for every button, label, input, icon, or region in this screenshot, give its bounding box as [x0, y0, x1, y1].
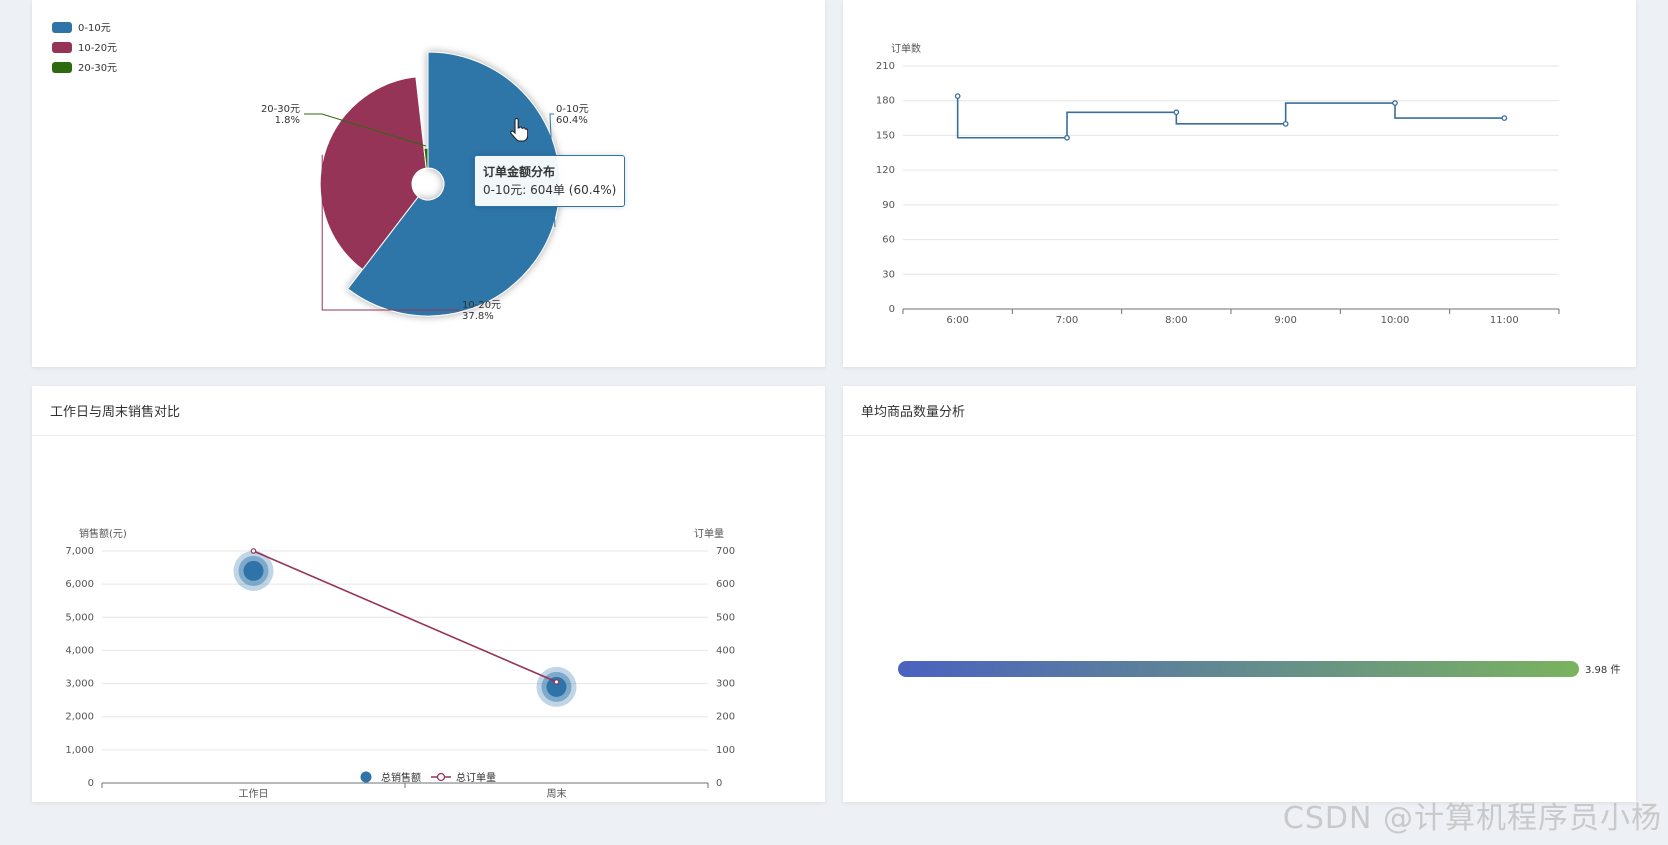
avg-card-title: 单均商品数量分析 [843, 386, 1636, 436]
weekday-ytick-1: 1,000 [65, 745, 94, 756]
sales-point-0 [243, 560, 264, 581]
step-xtick-5: 11:00 [1490, 315, 1519, 326]
weekday-xtick-1: 周末 [547, 787, 567, 800]
order-amount-distribution-card: 0-10元 10-20元 20-30元 0-10元 60.4% 10-20元 37.8% 20… [32, 0, 825, 367]
pie-label-pct-2: 1.8% [275, 115, 300, 126]
hourly-orders-card: 订单数 0 30 60 90 120 150 180 210 6:00 7:00 8:00 9:00 10… [843, 0, 1636, 367]
weekday-y2label: 订单量 [694, 528, 724, 540]
step-xtick-0: 6:00 [946, 315, 968, 326]
tooltip-title: 订单金额分布 [483, 165, 556, 179]
weekday-y2tick-3: 300 [716, 679, 735, 690]
avg-bar [898, 661, 1579, 677]
weekday-ytick-2: 2,000 [65, 712, 94, 723]
legend-swatch-1 [52, 42, 72, 53]
step-xtick-3: 9:00 [1274, 315, 1296, 326]
weekday-weekend-card: 工作日与周末销售对比 销售额(元) 订单量 0 1,000 2,000 3,000 4,00… [32, 386, 825, 802]
step-xtick-1: 7:00 [1056, 315, 1078, 326]
sales-point-1 [546, 676, 567, 697]
legend-sales-icon [360, 771, 372, 783]
orders-series-line [253, 550, 557, 683]
legend-sales-label: 总销售额 [381, 771, 421, 784]
orders-point-0 [250, 548, 257, 554]
hand-cursor-icon [510, 118, 528, 142]
weekday-weekend-chart: 销售额(元) 订单量 0 1,000 2,000 3,000 4,000 5,000 6,000… [65, 527, 735, 800]
avg-items-card: 单均商品数量分析 3.98 件 [843, 386, 1636, 802]
avg-items-bar-chart: 3.98 件 [898, 661, 1620, 677]
pie-leader-line-2 [304, 113, 426, 147]
weekday-y2tick-7: 700 [716, 546, 735, 557]
pie-label-name-2: 20-30元 [261, 104, 300, 115]
step-ytick-3: 90 [882, 200, 895, 211]
step-series-line [956, 96, 1505, 139]
legend-label-0: 0-10元 [78, 23, 111, 34]
weekday-y2tick-2: 200 [716, 712, 735, 723]
step-ytick-6: 180 [876, 96, 895, 107]
weekday-ylabel: 销售额(元) [79, 527, 127, 540]
legend-orders-icon [436, 772, 446, 782]
legend-swatch-0 [52, 22, 72, 33]
weekday-ytick-6: 6,000 [65, 579, 94, 590]
weekday-y2tick-5: 500 [716, 612, 735, 623]
legend-orders-label: 总订单量 [456, 771, 496, 784]
weekday-xtick-0: 工作日 [239, 788, 269, 800]
avg-bar-value-label: 3.98 件 [1585, 664, 1620, 676]
step-ytick-2: 60 [882, 235, 895, 246]
step-point-4 [1392, 100, 1398, 106]
step-ytick-0: 0 [889, 304, 895, 315]
order-amount-pie-chart: 0-10元10-20元20-30元0-10元60.4%10-20元37.8%20… [52, 22, 589, 322]
legend-label-1: 10-20元 [78, 43, 117, 54]
weekday-card-title: 工作日与周末销售对比 [32, 386, 825, 436]
step-point-0 [954, 93, 961, 99]
watermark: CSDN @计算机程序员小杨 [1282, 801, 1662, 836]
weekday-y2tick-6: 600 [716, 579, 735, 590]
pie-slice-1 [319, 76, 427, 271]
step-ytick-4: 120 [876, 165, 895, 176]
legend-swatch-2 [52, 62, 72, 73]
pie-leader-line-1 [321, 154, 460, 311]
weekday-ytick-4: 4,000 [65, 645, 94, 656]
weekday-ytick-7: 7,000 [65, 546, 94, 557]
step-point-3 [1282, 121, 1289, 127]
step-point-2 [1173, 109, 1180, 116]
pie-tooltip: 订单金额分布 0-10元: 604单 (60.4%) [474, 155, 626, 207]
weekday-ytick-3: 3,000 [65, 679, 94, 690]
tooltip-text: 0-10元: 604单 (60.4%) [483, 183, 617, 197]
pie-label-name-0: 0-10元 [556, 104, 589, 115]
step-ylabel: 订单数 [891, 42, 921, 55]
weekday-y2tick-1: 100 [716, 745, 735, 756]
pie-label-pct-0: 60.4% [556, 115, 588, 126]
weekday-ytick-0: 0 [88, 778, 94, 789]
step-xtick-4: 10:00 [1381, 315, 1410, 326]
step-ytick-1: 30 [882, 269, 895, 280]
hourly-orders-step-chart: 订单数 0 30 60 90 120 150 180 210 6:00 7:00 8:00 9:00 10… [876, 42, 1560, 326]
step-ytick-5: 150 [876, 130, 895, 141]
step-xtick-2: 8:00 [1165, 315, 1187, 326]
pie-slice-2 [423, 147, 429, 169]
pie-label-pct-1: 37.8% [462, 311, 494, 322]
weekday-ytick-5: 5,000 [65, 612, 94, 623]
step-point-5 [1501, 115, 1508, 121]
legend-label-2: 20-30元 [78, 63, 117, 74]
orders-point-1 [553, 679, 560, 685]
pie-slice-0 [347, 51, 561, 317]
pie-label-name-1: 10-20元 [462, 300, 501, 311]
step-point-1 [1064, 134, 1070, 141]
weekday-y2tick-0: 0 [716, 778, 722, 789]
step-ytick-7: 210 [876, 61, 895, 72]
weekday-y2tick-4: 400 [716, 645, 735, 656]
